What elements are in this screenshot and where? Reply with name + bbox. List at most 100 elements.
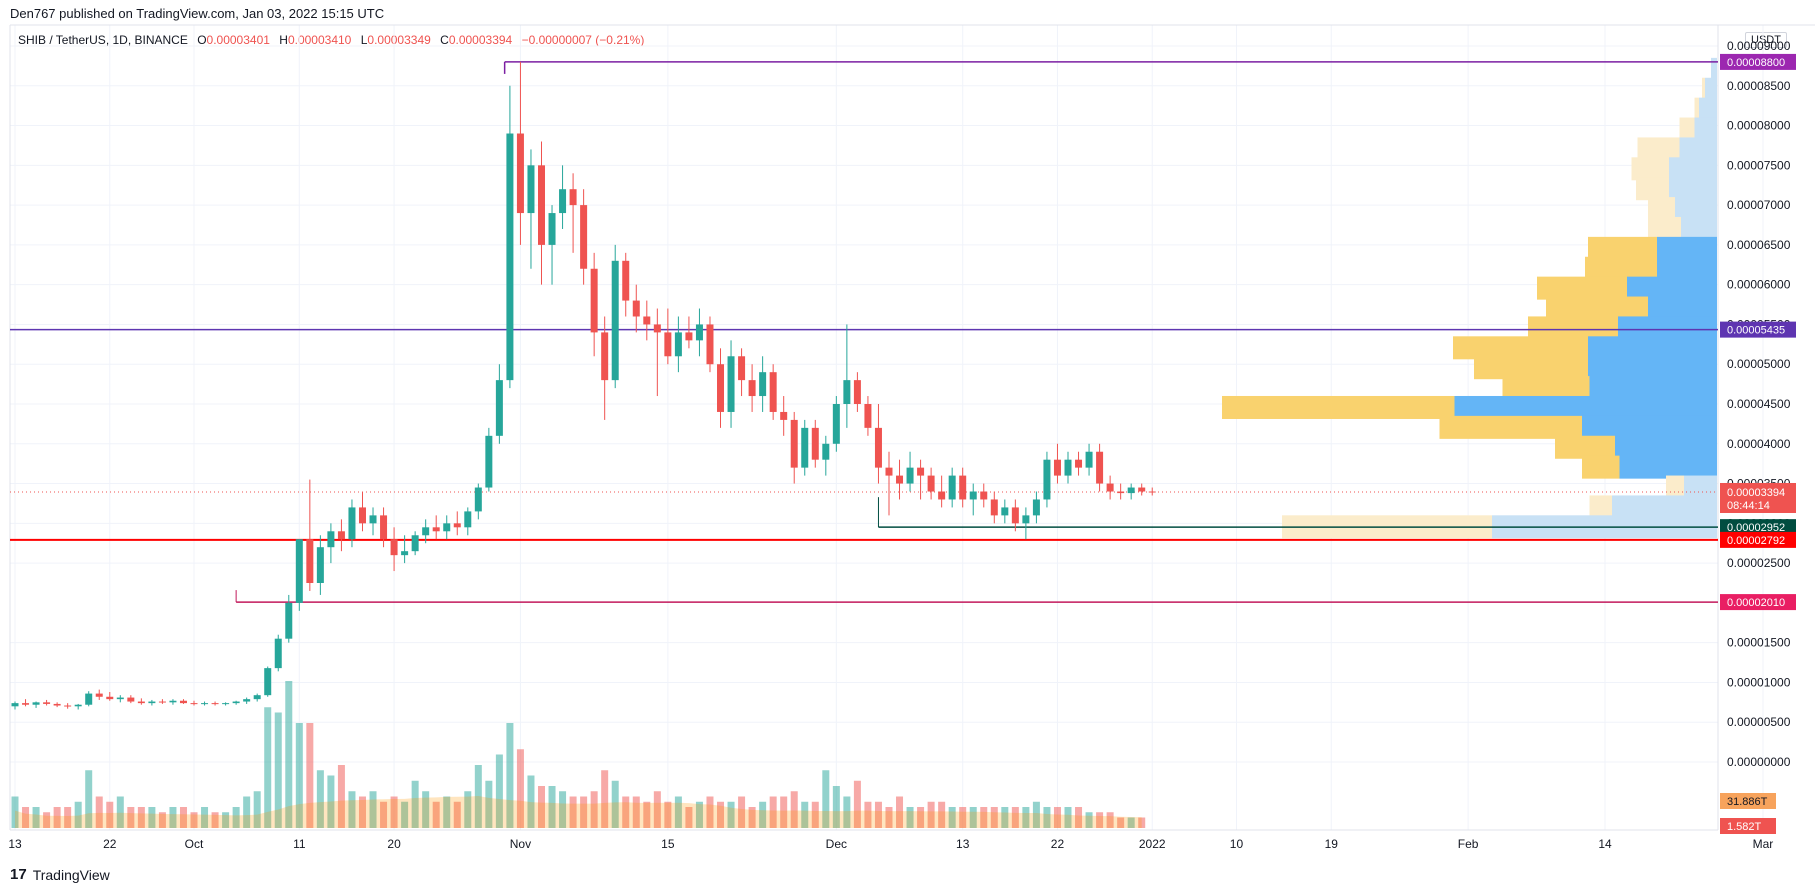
volume-bar (253, 791, 261, 828)
candle (485, 435, 493, 488)
candle (780, 411, 788, 420)
volume-profile-down-bar (1474, 356, 1588, 380)
volume-bar (959, 807, 967, 828)
symbol-name[interactable]: SHIB / TetherUS, 1D, BINANCE (18, 33, 188, 47)
volume-bar (1053, 807, 1061, 828)
candle (1043, 459, 1051, 500)
volume-bar (559, 791, 567, 828)
time-tick-label: 19 (1325, 837, 1339, 851)
volume-bar (106, 801, 114, 828)
candle (706, 324, 714, 365)
volume-bar (358, 796, 366, 828)
price-tick-label: 0.00000000 (1727, 755, 1791, 769)
volume-bar (179, 807, 187, 828)
time-tick-label: 13 (956, 837, 970, 851)
volume-bar (43, 812, 51, 828)
level-price-label: 0.00005435 (1727, 325, 1785, 337)
candle (453, 523, 461, 528)
price-tick-label: 0.00007000 (1727, 198, 1791, 212)
volume-profile-down-bar (1679, 117, 1695, 141)
volume-profile-up-bar (1694, 117, 1717, 141)
volume-profile-up-bar (1705, 77, 1717, 101)
candle (853, 380, 861, 404)
volume-bar (548, 786, 556, 828)
volume-bar (411, 780, 419, 828)
candle (717, 364, 725, 412)
candle (864, 404, 872, 428)
volume-bar (464, 791, 472, 828)
volume-bar (801, 801, 809, 828)
volume-bar (1106, 812, 1114, 828)
candle (1106, 483, 1114, 492)
volume-bar (422, 791, 430, 828)
price-tick-label: 0.00006500 (1727, 238, 1791, 252)
volume-value-badge (1720, 793, 1776, 809)
volume-profile-down-bar (1589, 495, 1612, 519)
level-price-label: 0.00002010 (1727, 597, 1785, 609)
candle (632, 300, 640, 317)
volume-bar (601, 770, 609, 828)
price-tick-label: 0.00004500 (1727, 397, 1791, 411)
currency-button[interactable]: USDT (1745, 32, 1787, 48)
volume-bar (738, 796, 746, 828)
volume-bar (1117, 817, 1125, 828)
volume-profile-down-bar (1555, 435, 1615, 459)
candle (22, 703, 30, 705)
volume-profile-up-bar (1669, 157, 1717, 181)
time-tick-label: 10 (1230, 837, 1244, 851)
time-tick-label: 22 (103, 837, 117, 851)
candle (748, 380, 756, 397)
last-price-badge (1720, 482, 1796, 513)
candle (938, 491, 946, 500)
volume-bar (201, 807, 209, 828)
volume-bar (874, 801, 882, 828)
volume-bar (190, 812, 198, 828)
tradingview-logo-icon: 17 (10, 866, 27, 883)
volume-bar (243, 796, 251, 828)
price-chart[interactable]: 0.00000000 0.00000500 0.00001000 0.00001500… (0, 0, 1815, 860)
candle (253, 695, 261, 700)
candle (106, 696, 114, 700)
volume-bar (917, 807, 925, 828)
volume-bar (495, 754, 503, 828)
volume-bar (85, 770, 93, 828)
candle (738, 356, 746, 381)
volume-bar (790, 791, 798, 828)
volume-bar (127, 807, 135, 828)
candle (316, 547, 324, 583)
candle (990, 499, 998, 516)
close-label: C (440, 33, 449, 47)
volume-bar (32, 807, 40, 828)
candle (411, 535, 419, 552)
countdown-label: 08:44:14 (1727, 500, 1770, 512)
candle (285, 602, 293, 639)
volume-bar (1096, 812, 1104, 828)
volume-profile-down-bar (1222, 395, 1455, 419)
volume-bar (116, 796, 124, 828)
volume-bar (853, 780, 861, 828)
publisher-line: Den767 published on TradingView.com, Jan… (10, 6, 385, 21)
level-price-label: 0.00008800 (1727, 57, 1785, 69)
volume-profile-down-bar (1588, 236, 1657, 260)
price-tick-label: 0.00006000 (1727, 278, 1791, 292)
symbol-legend: SHIB / TetherUS, 1D, BINANCE O0.00003401… (18, 33, 644, 47)
candle (917, 467, 925, 476)
volume-profile-up-bar (1615, 435, 1717, 459)
volume-profile-up-bar (1582, 415, 1717, 439)
volume-bar (390, 796, 398, 828)
price-tick-label: 0.00005000 (1727, 357, 1791, 371)
candle (822, 443, 830, 460)
candle (464, 511, 472, 528)
candle (53, 703, 61, 706)
volume-profile-up-bar (1669, 177, 1717, 201)
candle (590, 268, 598, 333)
price-tick-label: 0.00001500 (1727, 636, 1791, 650)
volume-bar (906, 807, 914, 828)
candle (295, 539, 303, 603)
volume-profile-up-bar (1684, 475, 1717, 499)
volume-profile-down-bar (1528, 316, 1618, 340)
candle (474, 487, 482, 512)
candle (506, 133, 514, 381)
volume-bar (158, 812, 166, 828)
level-price-label: 0.00002792 (1727, 535, 1785, 547)
